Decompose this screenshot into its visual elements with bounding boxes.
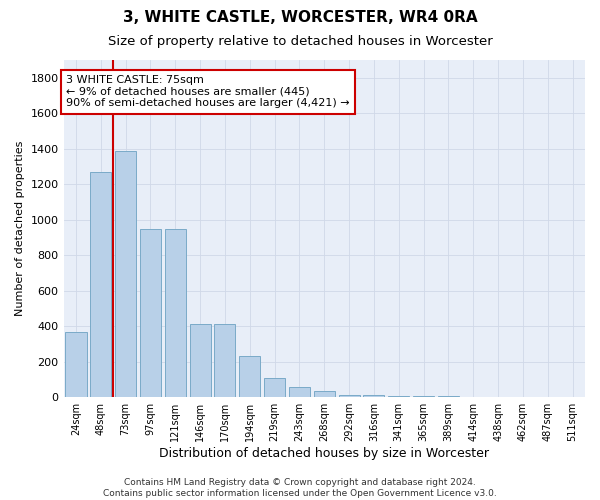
Bar	[115, 150, 136, 397]
Bar	[388, 396, 409, 397]
Bar	[314, 391, 335, 397]
Bar	[264, 378, 285, 397]
Bar	[338, 394, 359, 397]
Bar	[65, 332, 86, 397]
Bar	[289, 386, 310, 397]
Bar	[165, 228, 186, 397]
Text: Size of property relative to detached houses in Worcester: Size of property relative to detached ho…	[107, 35, 493, 48]
Bar	[413, 396, 434, 397]
Bar	[239, 356, 260, 397]
Y-axis label: Number of detached properties: Number of detached properties	[15, 141, 25, 316]
Bar	[364, 396, 385, 397]
Text: Contains HM Land Registry data © Crown copyright and database right 2024.
Contai: Contains HM Land Registry data © Crown c…	[103, 478, 497, 498]
Bar	[190, 324, 211, 397]
Bar	[463, 396, 484, 397]
Bar	[214, 324, 235, 397]
Bar	[438, 396, 459, 397]
Bar	[90, 172, 112, 397]
Text: 3, WHITE CASTLE, WORCESTER, WR4 0RA: 3, WHITE CASTLE, WORCESTER, WR4 0RA	[122, 10, 478, 25]
X-axis label: Distribution of detached houses by size in Worcester: Distribution of detached houses by size …	[159, 447, 489, 460]
Bar	[140, 228, 161, 397]
Text: 3 WHITE CASTLE: 75sqm
← 9% of detached houses are smaller (445)
90% of semi-deta: 3 WHITE CASTLE: 75sqm ← 9% of detached h…	[66, 75, 350, 108]
